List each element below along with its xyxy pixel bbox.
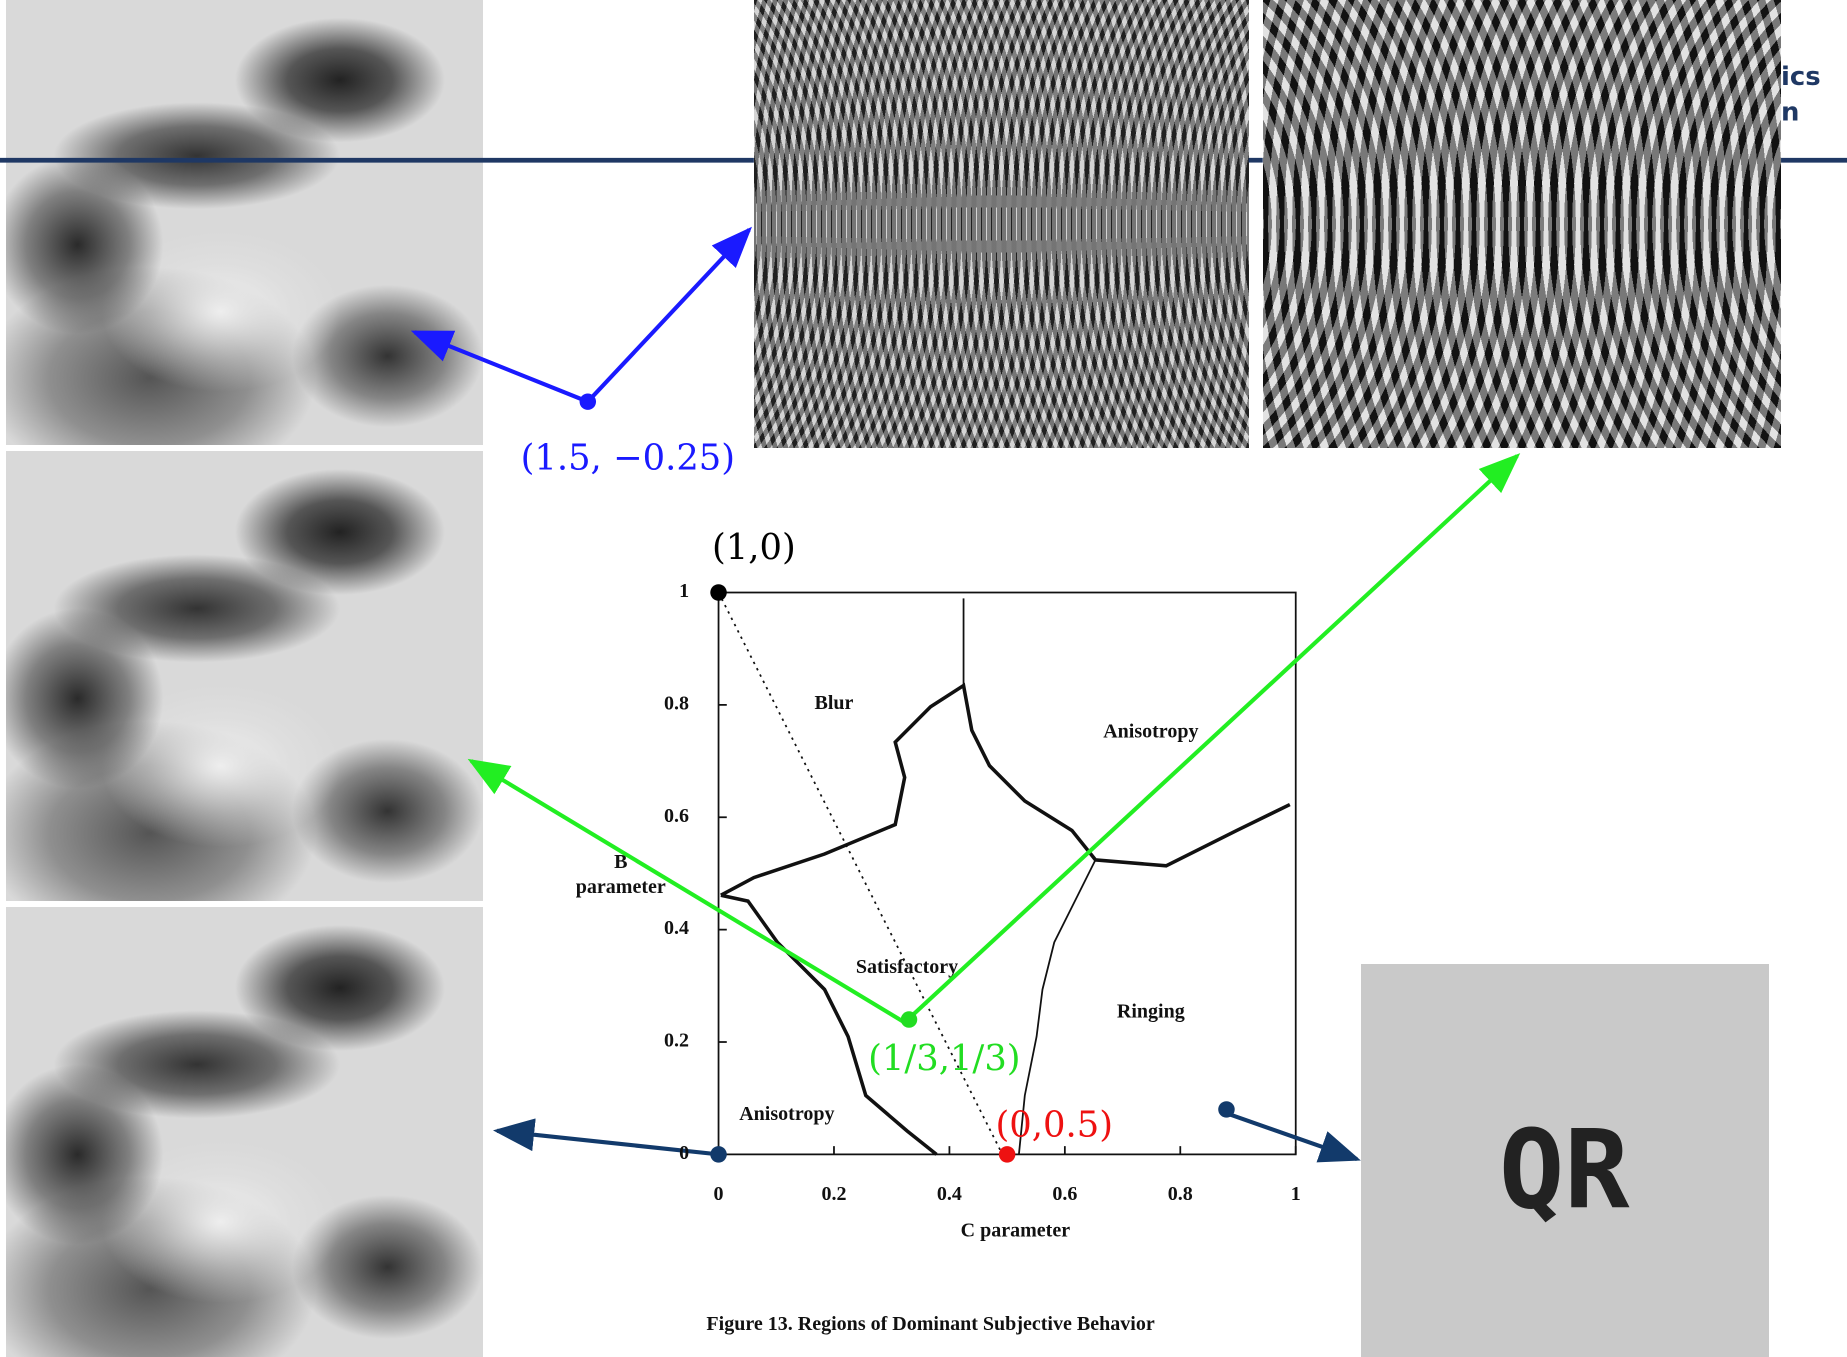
region-label: Ringing	[1117, 1001, 1185, 1023]
y-tick-label: 0.6	[664, 805, 689, 827]
point-label: (1/3,1/3)	[868, 1038, 1021, 1079]
x-tick-label: 1	[1291, 1183, 1301, 1205]
param-point	[580, 393, 596, 409]
region-label: Blur	[815, 692, 854, 714]
x-tick-label: 0	[714, 1183, 724, 1205]
region-label: Anisotropy	[1103, 720, 1198, 742]
point-label: (1,0)	[712, 527, 796, 568]
header-title: n	[1781, 98, 1799, 128]
y-tick-label: 0.2	[664, 1030, 689, 1052]
point-label: (0,0.5)	[996, 1104, 1113, 1145]
point	[1218, 1101, 1234, 1117]
y-tick-label: 0.4	[664, 917, 689, 939]
x-tick-label: 0.2	[821, 1183, 846, 1205]
region-label: Anisotropy	[739, 1103, 834, 1125]
x-tick-label: 0.8	[1168, 1183, 1193, 1205]
slide: {"header": {"line1": "ics", "line2": "n"…	[0, 0, 1847, 1357]
point-label: (1.5, −0.25)	[521, 438, 735, 479]
point	[999, 1146, 1015, 1162]
qr-text: QR	[1499, 1107, 1630, 1234]
point	[710, 584, 726, 600]
header-title: ics	[1781, 62, 1821, 92]
overlay: ics n QR Blur Anisotropy Satisfactory Ri…	[0, 0, 1847, 1357]
region-label: Satisfactory	[856, 956, 958, 978]
y-axis-label: parameter	[576, 876, 666, 898]
x-axis-label: C parameter	[961, 1220, 1071, 1242]
y-tick-label: 1	[679, 580, 689, 602]
point	[710, 1146, 726, 1162]
x-tick-label: 0.4	[937, 1183, 962, 1205]
x-tick-label: 0.6	[1052, 1183, 1077, 1205]
point	[901, 1011, 917, 1027]
figure-caption: Figure 13. Regions of Dominant Subjectiv…	[706, 1313, 1154, 1335]
y-tick-label: 0	[679, 1142, 689, 1164]
y-tick-label: 0.8	[664, 692, 689, 714]
